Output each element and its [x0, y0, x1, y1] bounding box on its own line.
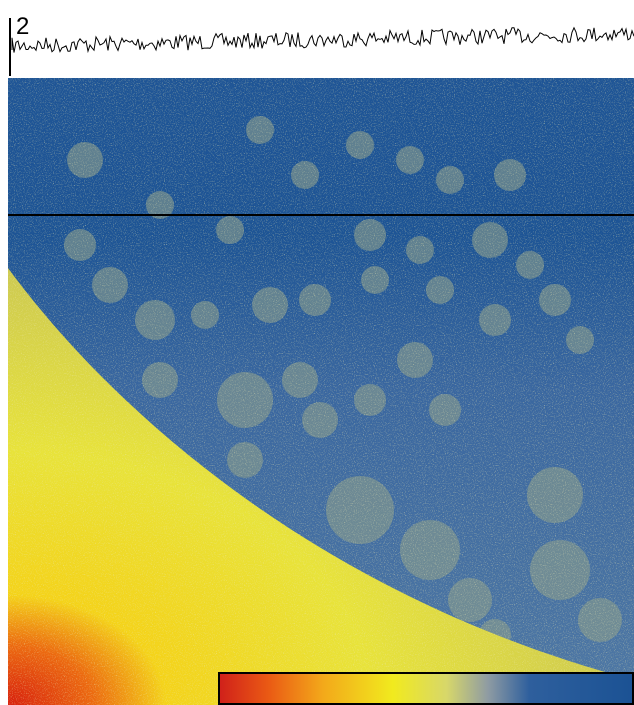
noise-texture: [8, 78, 634, 705]
line-profile: [11, 26, 634, 54]
micrograph: [8, 78, 634, 705]
panel-label: 2: [16, 13, 29, 40]
color-bar: [218, 672, 634, 705]
